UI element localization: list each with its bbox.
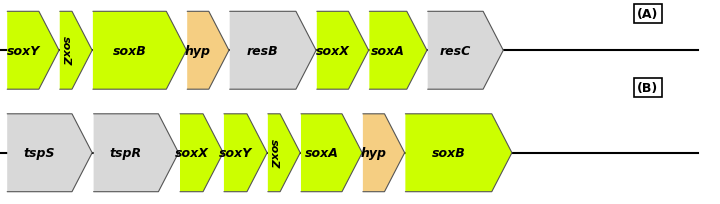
Text: soxZ: soxZ — [269, 138, 279, 168]
Polygon shape — [93, 12, 186, 90]
Polygon shape — [60, 12, 92, 90]
Text: (A): (A) — [637, 8, 659, 21]
Text: soxZ: soxZ — [61, 36, 71, 66]
Text: hyp: hyp — [361, 146, 387, 160]
Polygon shape — [428, 12, 503, 90]
Text: tspS: tspS — [24, 146, 55, 160]
Polygon shape — [180, 114, 223, 192]
Polygon shape — [405, 114, 512, 192]
Text: soxX: soxX — [315, 44, 350, 58]
Polygon shape — [363, 114, 405, 192]
Polygon shape — [94, 114, 179, 192]
Text: soxB: soxB — [432, 146, 465, 160]
Polygon shape — [224, 114, 267, 192]
Text: resB: resB — [247, 44, 279, 58]
Text: resC: resC — [440, 44, 471, 58]
Text: soxY: soxY — [219, 146, 252, 160]
Polygon shape — [187, 12, 229, 90]
Polygon shape — [7, 114, 92, 192]
Text: soxA: soxA — [305, 146, 338, 160]
Polygon shape — [7, 12, 59, 90]
Text: tspR: tspR — [110, 146, 142, 160]
Text: soxX: soxX — [174, 146, 209, 160]
Polygon shape — [301, 114, 362, 192]
Text: soxA: soxA — [371, 44, 405, 58]
Polygon shape — [369, 12, 427, 90]
Polygon shape — [268, 114, 300, 192]
Polygon shape — [230, 12, 316, 90]
Text: soxB: soxB — [113, 44, 146, 58]
Text: soxY: soxY — [6, 44, 40, 58]
Text: hyp: hyp — [185, 44, 211, 58]
Text: (B): (B) — [637, 81, 659, 94]
Polygon shape — [317, 12, 369, 90]
